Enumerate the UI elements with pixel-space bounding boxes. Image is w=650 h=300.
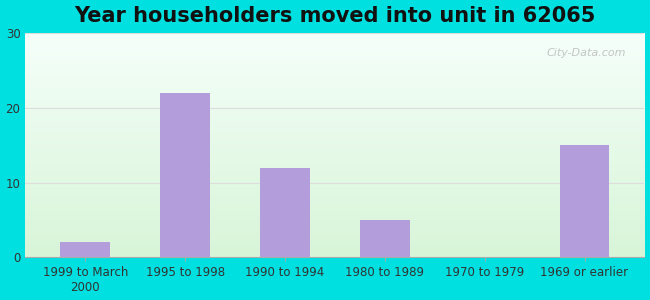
Bar [260,167,310,257]
Bar [360,220,410,257]
Bar [560,145,610,257]
Bar [160,93,210,257]
Bar [60,242,111,257]
Text: City-Data.com: City-Data.com [547,48,626,59]
Title: Year householders moved into unit in 62065: Year householders moved into unit in 620… [74,6,595,26]
